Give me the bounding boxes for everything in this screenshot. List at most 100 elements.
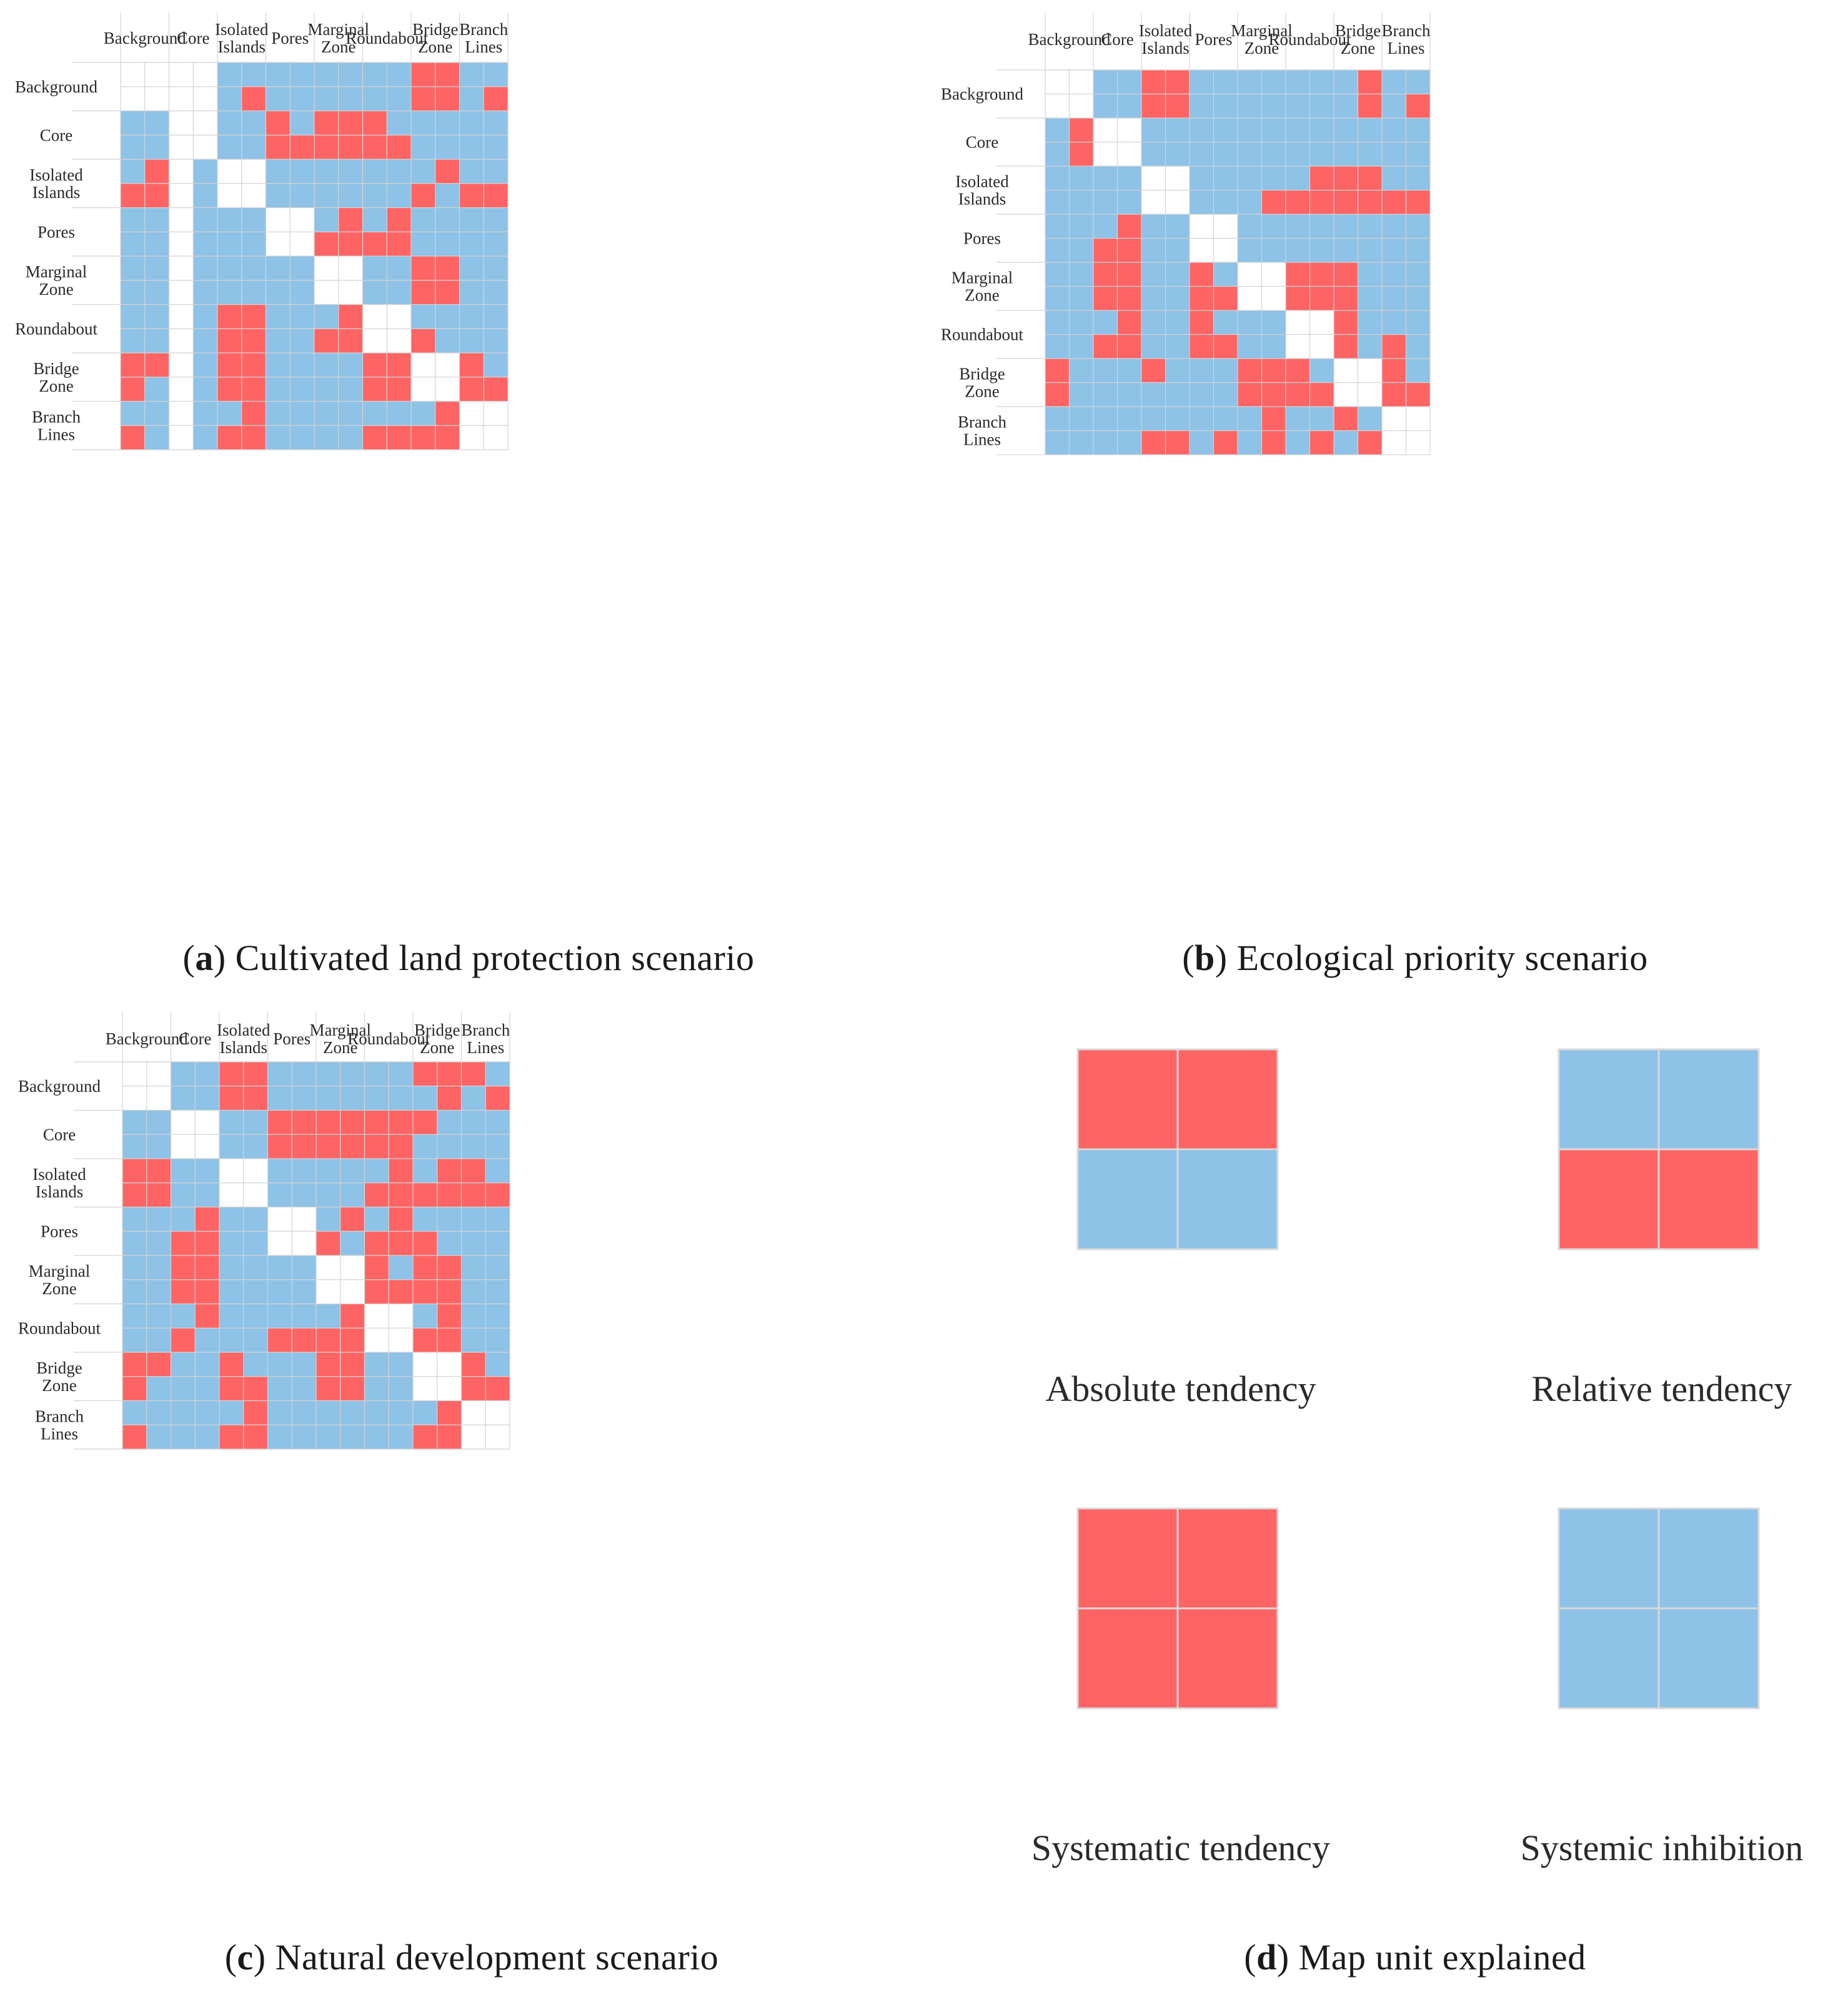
heatmap-cell-b-2-9 <box>1261 118 1286 142</box>
heatmap-cell-b-8-6 <box>1190 262 1214 287</box>
heatmap-cell-c-8-10 <box>364 1255 389 1280</box>
heatmap-cell-a-14-9 <box>338 401 363 426</box>
heatmap-cell-b-5-2 <box>1093 190 1118 214</box>
heatmap-cell-a-6-15 <box>484 207 508 232</box>
heatmap-cell-a-7-8 <box>314 232 339 256</box>
heatmap-cell-c-8-3 <box>195 1255 219 1280</box>
heatmap-cell-c-11-4 <box>219 1328 244 1352</box>
heatmap-cell-c-15-11 <box>389 1425 413 1449</box>
heatmap-cell-a-8-6 <box>266 256 291 280</box>
heatmap-cell-a-4-0 <box>121 159 145 184</box>
heatmap-cell-a-13-6 <box>266 377 291 402</box>
heatmap-cell-c-8-4 <box>219 1255 244 1280</box>
heatmap-cell-a-1-10 <box>362 86 387 111</box>
heatmap-cell-c-6-4 <box>219 1207 244 1232</box>
heatmap-cell-c-5-10 <box>364 1182 389 1207</box>
heatmap-cell-c-6-0 <box>122 1207 147 1232</box>
heatmap-cell-c-11-9 <box>340 1328 365 1352</box>
heatmap-cell-b-1-1 <box>1069 94 1093 118</box>
heatmap-cell-b-11-13 <box>1358 334 1382 359</box>
heatmap-cell-c-6-6 <box>267 1207 292 1232</box>
heatmap-cell-a-0-3 <box>193 62 217 87</box>
heatmap-cell-a-8-9 <box>338 256 363 280</box>
heatmap-cell-a-6-4 <box>217 207 242 232</box>
heatmap-cell-c-0-10 <box>364 1062 389 1086</box>
heatmap-cell-a-7-10 <box>362 232 387 256</box>
heatmap-cell-b-11-0 <box>1045 334 1070 359</box>
heatmap-cell-c-14-8 <box>316 1400 340 1425</box>
heatmap-cell-b-2-5 <box>1165 118 1190 142</box>
heatmap-cell-c-7-7 <box>292 1231 316 1255</box>
heatmap-cell-b-15-13 <box>1358 430 1382 455</box>
heatmap-cell-b-4-1 <box>1069 166 1093 191</box>
heatmap-cell-c-1-4 <box>219 1086 244 1111</box>
heatmap-cell-b-8-13 <box>1358 262 1382 287</box>
heatmap-cell-a-15-0 <box>121 425 145 450</box>
heatmap-cell-c-10-2 <box>171 1304 196 1329</box>
heatmap-cell-a-1-0 <box>121 86 145 111</box>
heatmap-cell-a-10-14 <box>459 304 484 329</box>
heatmap-cell-c-5-5 <box>243 1182 268 1207</box>
heatmap-cell-c-3-9 <box>340 1134 365 1159</box>
heatmap-cell-b-0-11 <box>1309 70 1334 94</box>
column-header-bridge-zone: Bridge Zone <box>414 1021 460 1057</box>
heatmap-cell-a-0-7 <box>290 62 314 87</box>
row-label-isolated-islands: Isolated Islands <box>29 166 83 202</box>
heatmap-cell-a-1-7 <box>290 86 314 111</box>
heatmap-cell-b-3-0 <box>1045 142 1070 166</box>
heatmap-cell-a-6-14 <box>459 207 484 232</box>
heatmap-cell-b-13-1 <box>1069 382 1093 407</box>
heatmap-cell-a-7-9 <box>338 232 363 256</box>
heatmap-cell-c-6-11 <box>389 1207 413 1232</box>
heatmap-cell-a-7-12 <box>411 232 435 256</box>
heatmap-cell-b-14-1 <box>1069 407 1093 431</box>
heatmap-cell-a-7-1 <box>144 232 169 256</box>
heatmap-cell-c-1-14 <box>461 1086 486 1111</box>
heatmap-cell-a-3-5 <box>241 135 266 159</box>
heatmap-cell-a-4-7 <box>290 159 314 184</box>
heatmap-cell-b-15-11 <box>1309 430 1334 455</box>
heatmap-cell-b-14-12 <box>1334 407 1358 431</box>
heatmap-cell-a-8-1 <box>144 256 169 280</box>
heatmap-cell-c-1-8 <box>316 1086 340 1111</box>
heatmap-cell-b-10-3 <box>1117 310 1141 335</box>
heatmap-cell-a-14-10 <box>362 401 387 426</box>
heatmap-cell-b-10-2 <box>1093 310 1118 335</box>
legend-units <box>1076 1048 1760 1710</box>
heatmap-cell-a-5-2 <box>169 183 194 208</box>
heatmap-cell-c-13-0 <box>122 1376 147 1401</box>
heatmap-cell-b-2-14 <box>1382 118 1406 142</box>
heatmap-cell-a-10-12 <box>411 304 435 329</box>
column-header-pores: Pores <box>273 1029 310 1048</box>
heatmap-cell-a-3-7 <box>290 135 314 159</box>
heatmap-cell-a-13-1 <box>144 377 169 402</box>
heatmap-cell-c-13-15 <box>485 1376 510 1401</box>
heatmap-cell-c-0-0 <box>122 1062 147 1086</box>
column-header-background: Background <box>106 1029 188 1048</box>
column-header-roundabout: Roundabout <box>345 29 428 47</box>
row-label-roundabout: Roundabout <box>18 1319 101 1337</box>
heatmap-cell-c-7-14 <box>461 1231 486 1255</box>
heatmap-cell-a-7-14 <box>459 232 484 256</box>
heatmap-cell-b-7-2 <box>1093 238 1118 262</box>
heatmap-cell-b-6-15 <box>1406 214 1430 239</box>
heatmap-cell-c-2-8 <box>316 1110 340 1135</box>
heatmap-cell-b-13-7 <box>1213 382 1238 407</box>
heatmap-cell-c-13-5 <box>243 1376 268 1401</box>
heatmap-cell-b-9-3 <box>1117 286 1141 310</box>
heatmap-cells-a <box>121 62 508 450</box>
column-header-bridge-zone: Bridge Zone <box>412 20 459 56</box>
heatmap-cell-b-3-13 <box>1358 142 1382 166</box>
heatmap-cell-a-4-2 <box>169 159 194 184</box>
heatmap-cell-c-12-9 <box>340 1352 365 1377</box>
heatmap-cell-c-14-11 <box>389 1400 413 1425</box>
heatmap-cell-c-15-14 <box>461 1425 486 1449</box>
heatmap-cell-c-3-6 <box>267 1134 292 1159</box>
heatmap-cell-a-13-0 <box>121 377 145 402</box>
heatmap-cell-a-14-1 <box>144 401 169 426</box>
heatmap-cell-c-7-13 <box>437 1231 462 1255</box>
heatmap-cell-b-3-4 <box>1141 142 1166 166</box>
heatmap-cell-a-7-5 <box>241 232 266 256</box>
heatmap-cell-a-10-11 <box>387 304 411 329</box>
heatmap-cell-b-2-4 <box>1141 118 1166 142</box>
